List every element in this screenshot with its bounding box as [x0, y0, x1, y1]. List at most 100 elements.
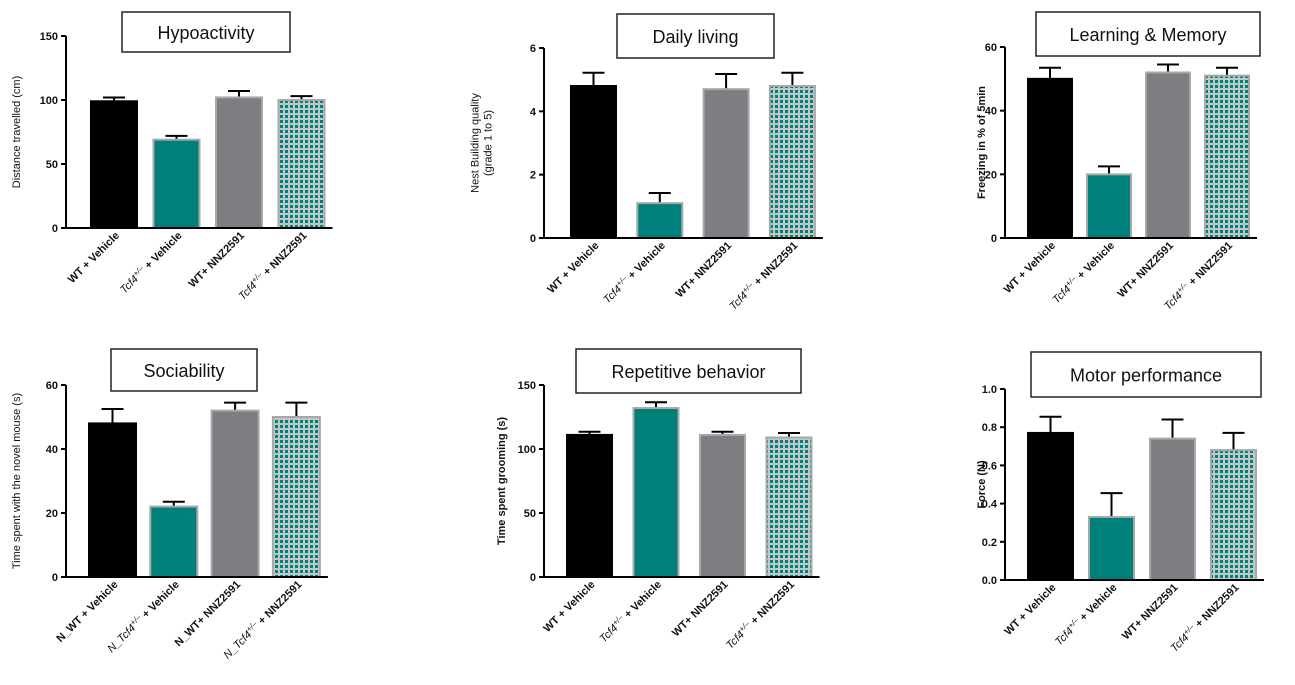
y-tick-label: 40: [985, 106, 997, 118]
y-tick-label: 60: [985, 42, 997, 54]
bar: [702, 88, 750, 239]
bar: [90, 100, 138, 229]
chart-panel-6: Motor performance 0.0 0.2 0.4 0.6 0.8 1.0 Force…: [976, 351, 1264, 655]
x-tick-label: Tcf4+/– + Vehicle: [1049, 238, 1117, 306]
chart-title-box: [110, 348, 258, 392]
x-tick-label: WT+ NNZ2591: [1120, 582, 1181, 643]
x-tick-label-part: + NNZ2591: [1191, 582, 1242, 633]
y-tick-label: 0.4: [982, 499, 998, 511]
bar: [1027, 431, 1074, 581]
y-tick-label: 6: [530, 43, 536, 55]
x-tick-label-part: + NNZ2591: [746, 579, 797, 630]
x-tick-label-part: WT+ NNZ2591: [1120, 582, 1181, 643]
y-axis-label: Time spent grooming (s): [496, 417, 508, 545]
y-tick-label: 0: [991, 233, 997, 245]
y-tick-label: 50: [46, 159, 58, 171]
y-tick-label: 150: [40, 31, 58, 43]
x-tick-label: Tcf4+/– + Vehicle: [596, 577, 664, 645]
x-tick-label: Tcf4+/– + NNZ2591: [726, 238, 801, 313]
chart-panel-4: Sociability 0 20 40 60 Time spent with the no…: [11, 348, 328, 662]
x-tick-label-part: WT + Vehicle: [1002, 240, 1058, 296]
bar: [768, 85, 816, 239]
y-tick-label: 100: [40, 95, 58, 107]
x-tick-label-part: + Vehicle: [1075, 582, 1119, 626]
x-tick-label: WT+ NNZ2591: [1116, 240, 1177, 301]
x-tick-label-part: + Vehicle: [140, 230, 184, 274]
y-tick-label: 50: [524, 508, 536, 520]
x-tick-label: N_WT + Vehicle: [54, 579, 120, 645]
y-axis-label: Nest Building quality: [470, 93, 482, 193]
bar: [1149, 437, 1196, 581]
chart-title: Repetitive behavior: [611, 362, 765, 382]
x-tick-label-part: + NNZ2591: [254, 579, 305, 630]
y-axis-label: (grade 1 to 5): [483, 110, 495, 176]
x-tick-label: Tcf4+/– + Vehicle: [116, 228, 184, 296]
bar: [88, 422, 137, 578]
chart-title: Motor performance: [1070, 366, 1222, 386]
y-tick-label: 0.6: [982, 460, 997, 472]
x-tick-label-part: WT+ NNZ2591: [674, 240, 735, 301]
x-tick-label-part: + NNZ2591: [259, 230, 310, 281]
chart-panel-5: Repetitive behavior 0 50 100 150 Time spent g…: [496, 348, 820, 652]
bar: [277, 99, 326, 229]
y-tick-label: 40: [46, 444, 58, 456]
y-tick-label: 20: [985, 169, 997, 181]
bar: [1204, 74, 1250, 240]
x-tick-label: Tcf4+/– + Vehicle: [600, 238, 668, 306]
bar: [215, 96, 263, 229]
y-axis-label: Time spent with the novel mouse (s): [11, 393, 23, 569]
x-tick-label-part: + Vehicle: [1073, 240, 1117, 284]
y-tick-label: 0: [530, 233, 536, 245]
x-tick-label: N_WT+ NNZ2591: [173, 579, 244, 650]
bar: [566, 433, 613, 579]
y-tick-label: 60: [46, 380, 58, 392]
x-tick-label: WT + Vehicle: [545, 240, 601, 296]
y-tick-label: 0.0: [982, 575, 997, 587]
y-tick-label: 20: [46, 508, 58, 520]
x-tick-label-part: + Vehicle: [138, 579, 182, 623]
x-tick-label-part: + NNZ2591: [1184, 240, 1235, 291]
x-tick-label: WT+ NNZ2591: [187, 230, 248, 291]
bar: [210, 409, 260, 578]
bar: [636, 202, 684, 240]
y-tick-label: 100: [518, 444, 536, 456]
bar: [1086, 173, 1132, 239]
x-tick-label-part: + Vehicle: [624, 240, 668, 284]
x-tick-label-part: WT + Vehicle: [541, 579, 597, 635]
x-tick-label: WT + Vehicle: [1002, 582, 1058, 638]
y-tick-label: 150: [518, 380, 536, 392]
bar: [152, 138, 201, 229]
y-tick-label: 0.2: [982, 537, 997, 549]
x-tick-label: WT + Vehicle: [1002, 240, 1058, 296]
bar: [1088, 515, 1135, 581]
x-tick-label-part: WT+ NNZ2591: [670, 579, 731, 640]
chart-title-box: [1030, 351, 1262, 398]
x-tick-label-part: + Vehicle: [620, 579, 664, 623]
bar: [1027, 77, 1073, 240]
chart-title: Learning & Memory: [1069, 25, 1226, 45]
y-tick-label: 0: [52, 572, 58, 584]
x-tick-label: WT+ NNZ2591: [670, 579, 731, 640]
y-axis-label: Freezing in % of 5min: [976, 86, 988, 199]
bar: [1210, 449, 1257, 581]
x-tick-label: WT + Vehicle: [541, 579, 597, 635]
y-tick-label: 4: [530, 106, 537, 118]
y-tick-label: 2: [530, 170, 536, 182]
chart-title: Sociability: [143, 361, 224, 381]
x-tick-label: Tcf4+/– + Vehicle: [1051, 580, 1119, 648]
x-tick-label-part: N_WT + Vehicle: [54, 579, 120, 645]
y-tick-label: 0: [52, 223, 58, 235]
x-tick-label-part: WT + Vehicle: [66, 230, 122, 286]
x-tick-label-part: WT+ NNZ2591: [1116, 240, 1177, 301]
x-tick-label-part: + NNZ2591: [750, 240, 801, 291]
chart-panel-3: Learning & Memory 0 20 40 60 Freezing in % of…: [976, 11, 1261, 313]
y-tick-label: 1.0: [982, 384, 997, 396]
x-tick-label-part: WT + Vehicle: [545, 240, 601, 296]
x-tick-label-part: N_WT+ NNZ2591: [173, 579, 244, 650]
bar: [765, 436, 813, 579]
x-tick-label-part: WT + Vehicle: [1002, 582, 1058, 638]
bar: [699, 433, 746, 579]
x-tick-label: WT + Vehicle: [66, 230, 122, 286]
bar: [570, 85, 617, 239]
